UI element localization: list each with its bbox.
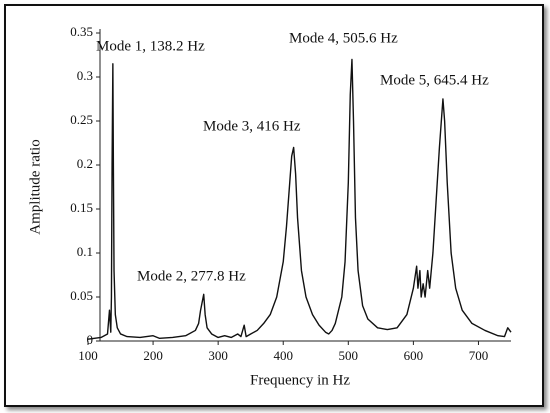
data-line <box>87 58 512 340</box>
x-axis-title: Frequency in Hz <box>250 372 350 388</box>
annotation: Mode 5, 645.4 Hz <box>380 72 489 88</box>
y-tick-label: 0.3 <box>77 68 93 83</box>
x-tick-label: 400 <box>273 348 293 363</box>
y-tick-label: 0.2 <box>77 156 93 171</box>
x-tick-label: 300 <box>208 348 228 363</box>
y-tick-label: 0.05 <box>70 288 93 303</box>
x-tick-label: 200 <box>143 348 163 363</box>
y-axis-title: Amplitude ratio <box>27 139 43 234</box>
x-tick-label: 100 <box>78 348 98 363</box>
x-tick-label: 600 <box>404 348 424 363</box>
annotation: Mode 4, 505.6 Hz <box>289 30 398 46</box>
annotation: Mode 1, 138.2 Hz <box>96 38 205 54</box>
y-tick-label: 0.1 <box>77 244 93 259</box>
x-tick-label: 700 <box>469 348 489 363</box>
annotation: Mode 2, 277.8 Hz <box>137 268 246 284</box>
y-tick-label: 0.35 <box>70 24 93 39</box>
frame <box>4 4 544 407</box>
annotation: Mode 3, 416 Hz <box>203 118 301 134</box>
y-tick-label: 0.25 <box>70 112 93 127</box>
y-tick-label: 0.15 <box>70 200 93 215</box>
x-tick-label: 500 <box>339 348 359 363</box>
